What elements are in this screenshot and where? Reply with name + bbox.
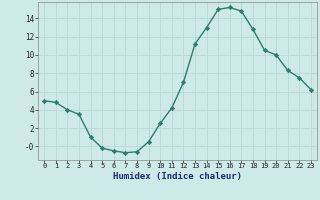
X-axis label: Humidex (Indice chaleur): Humidex (Indice chaleur) xyxy=(113,172,242,181)
